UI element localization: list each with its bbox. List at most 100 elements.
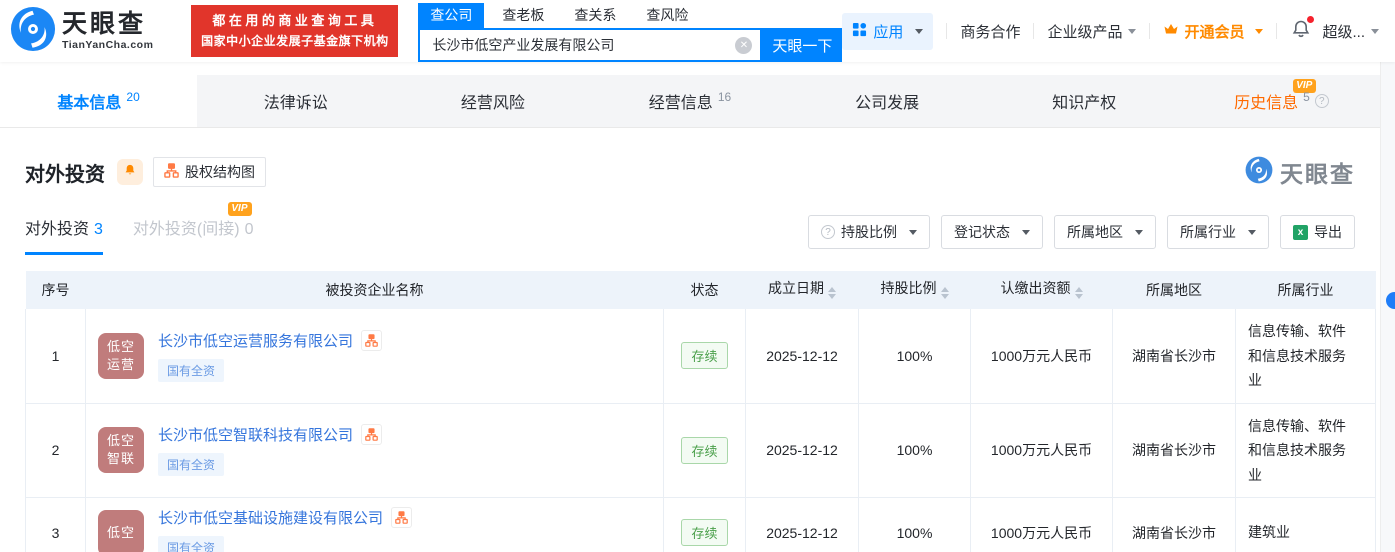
- company-name-link[interactable]: 长沙市低空运营服务有限公司: [158, 332, 354, 350]
- org-chart-icon: [164, 163, 179, 181]
- search-tab-risk[interactable]: 查风险: [646, 7, 689, 23]
- date-cell: 2025-12-12: [745, 497, 859, 552]
- business-cooperation-link[interactable]: 商务合作: [960, 23, 1021, 41]
- filter-registration-status-label: 登记状态: [954, 224, 1010, 240]
- company-name-link[interactable]: 长沙市低空基础设施建设有限公司: [158, 509, 384, 527]
- filter-industry[interactable]: 所属行业: [1167, 215, 1269, 249]
- export-label: 导出: [1314, 224, 1342, 240]
- row-index: 2: [25, 403, 86, 498]
- promo-line-2: 国家中小企业发展子基金旗下机构: [201, 33, 389, 48]
- search-button[interactable]: 天眼一下: [762, 28, 843, 62]
- ownership-tag: 国有全资: [158, 453, 225, 477]
- status-badge: 存续: [681, 342, 728, 370]
- col-share-ratio-label: 持股比例: [880, 279, 937, 296]
- region-cell: 湖南省长沙市: [1112, 403, 1236, 498]
- page-scrollbar-track[interactable]: [1380, 62, 1395, 552]
- amount-cell: 1000万元人民币: [970, 309, 1113, 404]
- equity-chart-mini-button[interactable]: [361, 329, 383, 351]
- investment-subtabs: 对外投资 3 VIP 对外投资(间接) 0: [25, 202, 254, 255]
- tab-business-info[interactable]: 经营信息 16: [591, 75, 788, 127]
- search-area: 查公司 查老板 查关系 查风险 天眼一下: [418, 0, 843, 62]
- tab-basic-info-label: 基本信息: [57, 95, 122, 112]
- tab-company-development[interactable]: 公司发展: [789, 75, 986, 127]
- filter-buttons: 持股比例 登记状态 所属地区 所属行业 导出: [808, 215, 1355, 255]
- tab-business-risk[interactable]: 经营风险: [394, 75, 591, 127]
- top-header: 天眼查 TianYanCha.com 都在用的商业查询工具 国家中小企业发展子基…: [0, 0, 1395, 62]
- clear-icon[interactable]: [735, 37, 753, 54]
- brand-logo[interactable]: 天眼查 TianYanCha.com: [10, 6, 153, 57]
- ratio-cell: 100%: [858, 403, 971, 498]
- status-cell: 存续: [663, 497, 746, 552]
- brand-subtitle: TianYanCha.com: [62, 38, 154, 51]
- top-menu: 应用 商务合作 企业级产品 开通会员: [842, 12, 1379, 50]
- date-cell: 2025-12-12: [745, 309, 859, 404]
- filter-region-label: 所属地区: [1067, 224, 1123, 240]
- filter-region[interactable]: 所属地区: [1054, 215, 1156, 249]
- apps-menu-button[interactable]: 应用: [842, 12, 934, 50]
- status-badge: 存续: [681, 436, 728, 464]
- subtab-outbound-investment[interactable]: 对外投资 3: [25, 215, 103, 255]
- tab-history-info-count: 5: [1303, 90, 1310, 104]
- notification-bell-button[interactable]: [1290, 16, 1315, 44]
- filter-registration-status[interactable]: 登记状态: [941, 215, 1043, 249]
- notification-red-dot: [1307, 16, 1315, 23]
- equity-chart-mini-button[interactable]: [391, 506, 413, 528]
- col-region: 所属地区: [1112, 271, 1236, 309]
- main-content: 对外投资 股权结构图: [0, 128, 1380, 552]
- ownership-tag: 国有全资: [158, 358, 225, 382]
- search-tab-boss[interactable]: 查老板: [502, 7, 545, 23]
- tab-business-risk-label: 经营风险: [460, 95, 525, 112]
- excel-icon: [1293, 224, 1308, 240]
- region-cell: 湖南省长沙市: [1112, 497, 1236, 552]
- search-tab-relation[interactable]: 查关系: [574, 7, 617, 23]
- industry-cell: 信息传输、软件和信息技术服务业: [1235, 403, 1376, 498]
- company-logo-text: 低空: [106, 524, 135, 540]
- company-name-link[interactable]: 长沙市低空智联科技有限公司: [158, 427, 354, 445]
- vip-badge: VIP: [228, 202, 252, 216]
- help-icon[interactable]: [1314, 94, 1329, 108]
- user-account-menu[interactable]: 超级...: [1322, 21, 1379, 42]
- open-vip-button[interactable]: 开通会员: [1163, 21, 1264, 42]
- col-index: 序号: [25, 271, 86, 309]
- row-index: 3: [25, 497, 86, 552]
- floating-widget-button[interactable]: [1386, 292, 1395, 309]
- equity-chart-mini-button[interactable]: [361, 424, 383, 446]
- monitor-bell-button[interactable]: [117, 159, 143, 185]
- promo-line-1: 都在用的商业查询工具: [212, 13, 378, 29]
- search-input-wrap: [418, 28, 763, 62]
- row-index: 1: [25, 309, 86, 404]
- tab-legal-litigation[interactable]: 法律诉讼: [197, 75, 394, 127]
- filter-share-ratio-label: 持股比例: [841, 224, 897, 240]
- tianyancha-swirl-icon: [10, 6, 56, 57]
- sort-icon[interactable]: [1074, 283, 1083, 303]
- vip-badge: VIP: [1293, 79, 1317, 93]
- chevron-down-icon: [909, 229, 917, 239]
- tab-basic-info[interactable]: 基本信息 20: [0, 75, 198, 127]
- tab-basic-info-count: 20: [126, 90, 140, 104]
- tab-business-info-count: 16: [717, 90, 732, 104]
- crown-icon: [1163, 22, 1179, 40]
- tab-intellectual-property[interactable]: 知识产权: [986, 75, 1183, 127]
- export-button[interactable]: 导出: [1280, 215, 1355, 249]
- filter-share-ratio[interactable]: 持股比例: [808, 215, 930, 249]
- section-header: 对外投资 股权结构图: [25, 128, 1355, 189]
- table-row: 3 低空 长沙市低空基础设施建设有限公司: [25, 497, 1376, 552]
- search-input[interactable]: [420, 30, 761, 60]
- region-cell: 湖南省长沙市: [1112, 309, 1236, 404]
- bell-icon: [123, 163, 137, 182]
- sort-icon[interactable]: [940, 283, 949, 303]
- ownership-tag: 国有全资: [158, 535, 225, 552]
- promo-banner: 都在用的商业查询工具 国家中小企业发展子基金旗下机构: [191, 5, 399, 57]
- search-tab-company[interactable]: 查公司: [418, 3, 485, 28]
- chevron-down-icon: [1371, 28, 1379, 38]
- sort-icon[interactable]: [828, 283, 836, 303]
- tab-history-info[interactable]: VIP 历史信息 5: [1183, 75, 1380, 127]
- ratio-cell: 100%: [858, 309, 971, 404]
- subtab-indirect-investment[interactable]: VIP 对外投资(间接) 0: [133, 202, 254, 255]
- watermark-label: 天眼查: [1280, 161, 1355, 187]
- menu-divider: [1033, 23, 1035, 39]
- equity-structure-button[interactable]: 股权结构图: [153, 157, 266, 187]
- enterprise-products-menu[interactable]: 企业级产品: [1047, 21, 1137, 42]
- col-subscribed-capital: 认缴出资额: [970, 271, 1113, 309]
